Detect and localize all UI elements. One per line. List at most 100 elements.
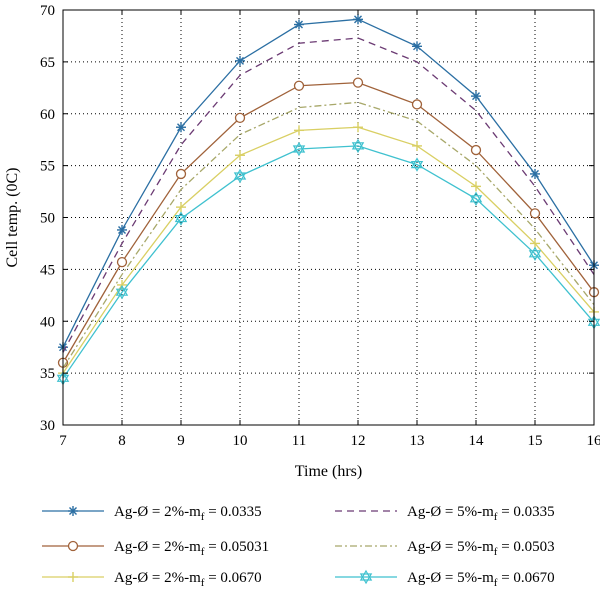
asterisk-marker: [471, 91, 481, 102]
data-point: [292, 141, 306, 157]
plot-frame: [62, 9, 595, 426]
axis-ticks: 7 8 9 10 11 12 13 14 15 16 30 35 40 45 50 55 60 65 70: [40, 3, 600, 449]
x-tick-label: 11: [292, 433, 306, 449]
legend-entry: Ag-Ø = 2%-mf = 0.0335: [42, 504, 262, 523]
series-layer: [56, 14, 600, 386]
series-line: [62, 81, 595, 364]
data-point: [116, 256, 128, 268]
y-axis-label: Cell temp. (0C): [4, 168, 21, 268]
y-tick-label: 45: [40, 262, 55, 278]
data-point: [294, 125, 304, 136]
data-point: [294, 19, 304, 30]
x-tick-label: 10: [233, 433, 248, 449]
asterisk-marker: [176, 122, 186, 133]
circle-marker: [234, 112, 246, 124]
x-axis-label: Time (hrs): [295, 463, 362, 480]
y-tick-label: 40: [40, 314, 55, 330]
legend-label: Ag-Ø = 2%-mf = 0.05031: [114, 539, 269, 558]
hexagram-marker: [174, 211, 188, 226]
legend-label: Ag-Ø = 2%-mf = 0.0335: [114, 504, 262, 523]
circle-marker: [67, 540, 79, 552]
plus-marker: [353, 122, 363, 133]
x-tick-label: 14: [469, 433, 485, 449]
legend-label: Ag-Ø = 2%-mf = 0.0670: [114, 570, 262, 589]
data-point: [175, 168, 187, 180]
data-point: [117, 279, 127, 290]
circle-marker: [175, 168, 187, 180]
data-point: [411, 99, 423, 110]
x-tick-label: 13: [410, 433, 425, 449]
circle-marker: [293, 80, 305, 91]
data-point: [528, 246, 542, 262]
data-point: [293, 80, 305, 91]
asterisk-marker: [530, 168, 540, 179]
data-point: [471, 181, 481, 192]
y-tick-label: 65: [40, 55, 55, 71]
legend: Ag-Ø = 2%-mf = 0.0335 Ag-Ø = 5%-mf = 0.03…: [42, 504, 555, 589]
y-tick-label: 50: [40, 211, 55, 227]
data-point: [235, 55, 245, 66]
legend-entry: Ag-Ø = 2%-mf = 0.05031: [42, 539, 269, 558]
data-point: [352, 77, 364, 88]
legend-entry: Ag-Ø = 5%-mf = 0.0503: [335, 539, 555, 558]
legend-label: Ag-Ø = 5%-mf = 0.0335: [407, 504, 555, 523]
series-line: [62, 37, 595, 353]
data-point: [233, 168, 247, 184]
data-point: [470, 144, 482, 156]
asterisk-marker: [68, 506, 78, 516]
legend-entry: Ag-Ø = 5%-mf = 0.0670: [335, 569, 555, 589]
hexagram-marker: [233, 168, 247, 184]
series-line: [62, 126, 595, 374]
data-point: [234, 112, 246, 124]
data-point: [471, 91, 481, 102]
x-tick-label: 7: [59, 433, 67, 449]
data-point: [176, 202, 186, 213]
circle-marker: [352, 77, 364, 88]
asterisk-marker: [294, 19, 304, 30]
data-point: [176, 122, 186, 133]
data-point: [351, 138, 365, 154]
asterisk-marker: [353, 14, 363, 25]
data-point: [412, 41, 422, 52]
circle-marker: [470, 144, 482, 156]
circle-marker: [411, 99, 423, 110]
legend-label: Ag-Ø = 5%-mf = 0.0670: [407, 570, 555, 589]
x-tick-label: 15: [528, 433, 543, 449]
x-tick-label: 9: [177, 433, 185, 449]
y-tick-label: 30: [40, 418, 55, 434]
legend-entry: Ag-Ø = 5%-mf = 0.0335: [335, 504, 555, 523]
series-line: [62, 145, 595, 379]
hexagram-marker: [351, 138, 365, 154]
y-tick-label: 60: [40, 107, 55, 123]
plus-marker: [176, 202, 186, 213]
hexagram-marker: [528, 246, 542, 262]
plus-marker: [117, 279, 127, 290]
hexagram-marker: [469, 191, 483, 207]
grid: [63, 10, 594, 425]
y-tick-label: 55: [40, 159, 55, 175]
series-1: [58, 14, 599, 353]
circle-marker: [116, 256, 128, 268]
data-point: [529, 208, 541, 219]
hexagram-marker: [359, 569, 373, 585]
circle-marker: [529, 208, 541, 219]
data-point: [115, 285, 129, 300]
plus-marker: [68, 572, 78, 582]
plus-marker: [471, 181, 481, 192]
x-tick-label: 12: [351, 433, 366, 449]
data-point: [530, 168, 540, 179]
data-point: [410, 157, 424, 172]
x-tick-label: 16: [587, 433, 600, 449]
legend-label: Ag-Ø = 5%-mf = 0.0503: [407, 539, 555, 558]
plus-marker: [412, 140, 422, 151]
plus-marker: [294, 125, 304, 136]
series-line: [62, 18, 595, 348]
data-point: [117, 224, 127, 235]
data-point: [235, 150, 245, 161]
legend-entry: Ag-Ø = 2%-mf = 0.0670: [42, 570, 262, 589]
hexagram-marker: [410, 157, 424, 172]
x-tick-label: 8: [118, 433, 126, 449]
y-tick-label: 35: [40, 366, 55, 382]
series-3: [57, 77, 600, 368]
